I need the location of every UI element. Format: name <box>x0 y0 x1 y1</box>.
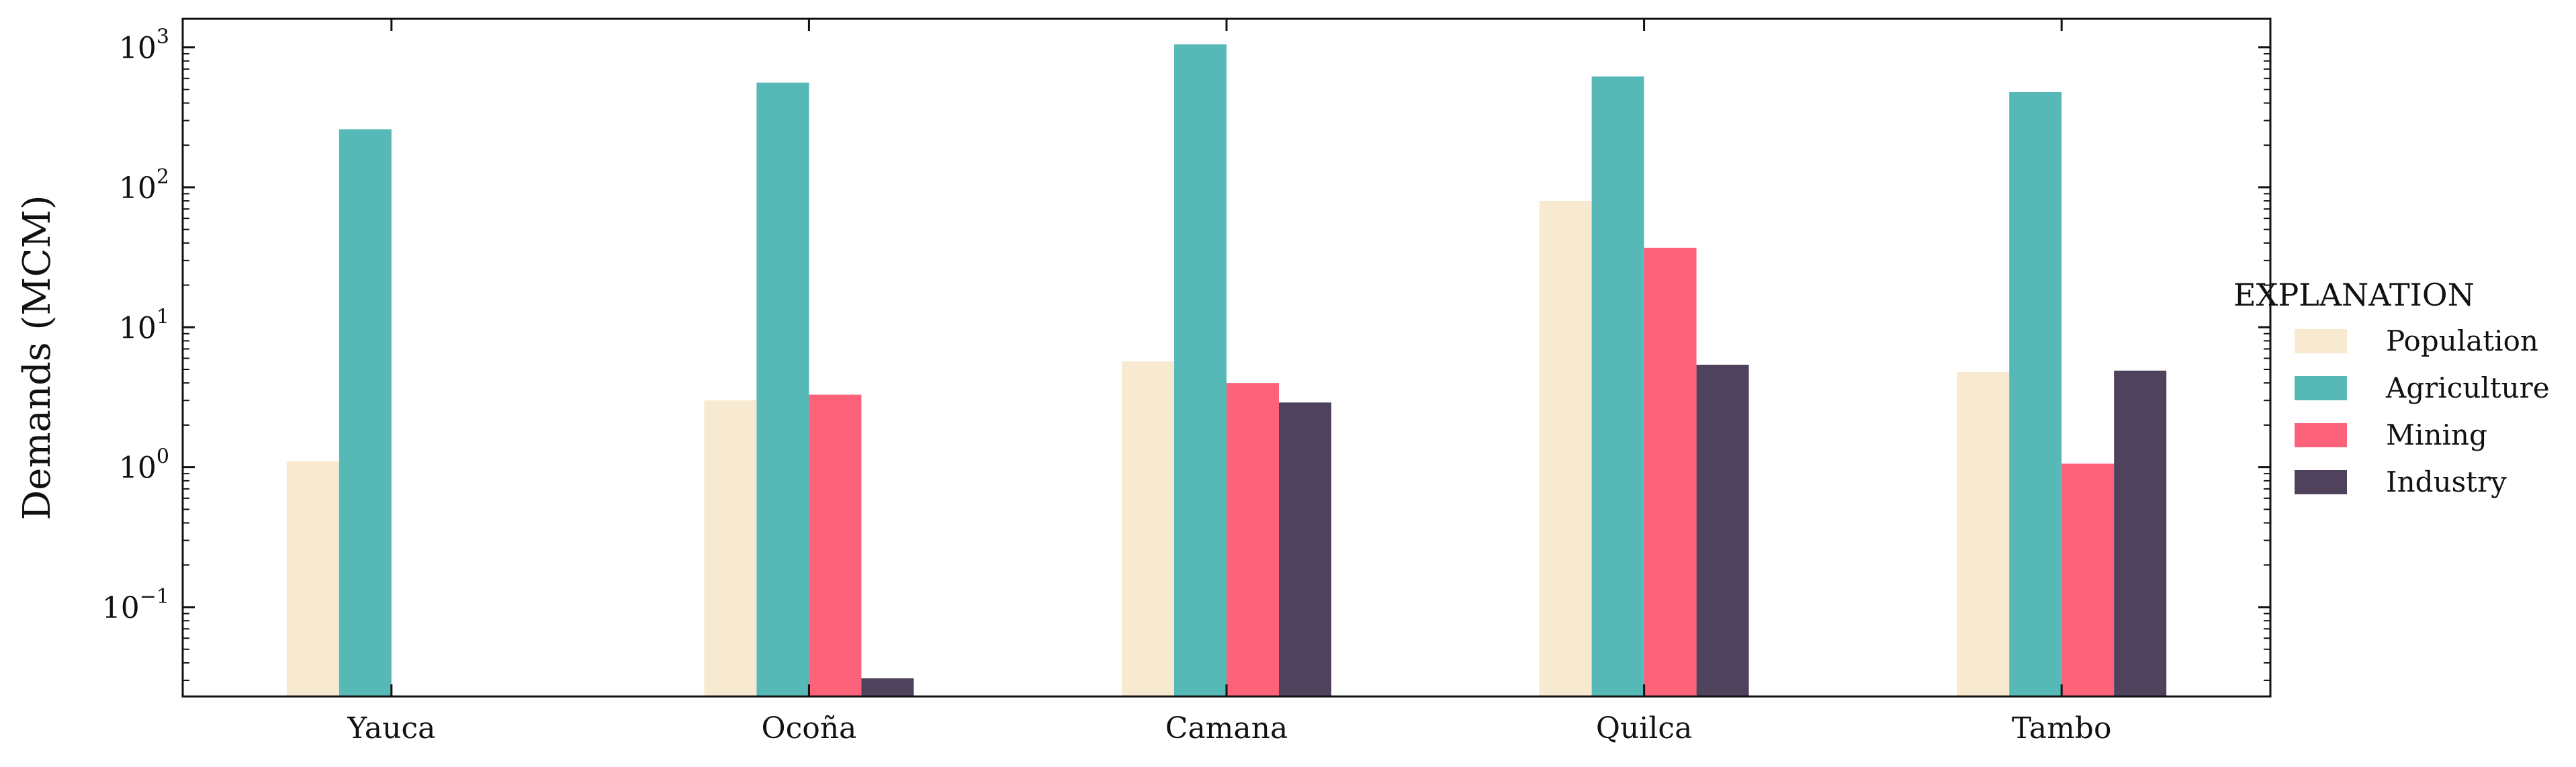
bar-agriculture-1 <box>756 83 809 697</box>
y-tick-label: 100 <box>119 445 169 486</box>
y-tick-label: 103 <box>119 26 169 66</box>
legend-label-population: Population <box>2386 324 2538 357</box>
bar-industry-2 <box>1279 402 1331 696</box>
y-axis-ticks: 10−1 100 101 102 103 <box>102 26 2270 681</box>
bar-agriculture-0 <box>339 129 392 696</box>
bar-mining-1 <box>809 394 862 696</box>
legend-title: EXPLANATION <box>2233 277 2475 313</box>
x-tick-label: Camana <box>1165 711 1288 746</box>
bar-population-4 <box>1957 371 2010 696</box>
y-tick-label: 102 <box>119 165 169 206</box>
legend-swatch-mining <box>2295 423 2347 447</box>
x-axis-ticks: Yauca Ocoña Camana Quilca Tambo <box>347 19 2111 746</box>
y-tick-label: 10−1 <box>102 585 169 625</box>
bar-mining-2 <box>1227 383 1279 696</box>
x-tick-label: Yauca <box>347 711 435 746</box>
bar-agriculture-3 <box>1591 76 1644 697</box>
legend-swatch-industry <box>2295 470 2347 494</box>
bars-group <box>286 44 2167 697</box>
legend-label-mining: Mining <box>2386 418 2487 451</box>
y-axis-label: Demands (MCM) <box>15 195 59 520</box>
bar-agriculture-2 <box>1174 44 1227 696</box>
bar-population-0 <box>286 461 339 696</box>
legend-swatch-agriculture <box>2295 376 2347 400</box>
bar-agriculture-4 <box>2009 91 2062 697</box>
bar-population-2 <box>1122 361 1174 696</box>
legend-label-agriculture: Agriculture <box>2385 371 2550 404</box>
legend-swatch-population <box>2295 329 2347 353</box>
legend-label-industry: Industry <box>2386 465 2507 498</box>
bar-population-3 <box>1539 201 1592 696</box>
bar-industry-1 <box>861 678 914 696</box>
legend: EXPLANATION Population Agriculture Mining I… <box>2233 277 2550 498</box>
bar-industry-3 <box>1696 365 1749 696</box>
bar-population-1 <box>704 400 757 696</box>
x-tick-label: Quilca <box>1596 711 1692 746</box>
x-tick-label: Ocoña <box>762 711 857 746</box>
bar-mining-4 <box>2061 463 2115 696</box>
y-tick-label: 101 <box>119 305 169 345</box>
bar-mining-3 <box>1644 247 1697 696</box>
bar-industry-4 <box>2114 370 2167 696</box>
x-tick-label: Tambo <box>2012 711 2112 746</box>
